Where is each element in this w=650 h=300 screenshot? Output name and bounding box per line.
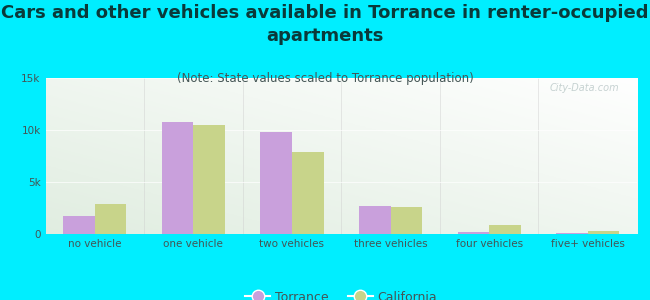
Text: (Note: State values scaled to Torrance population): (Note: State values scaled to Torrance p… [177, 72, 473, 85]
Bar [162, 122, 194, 234]
Text: Cars and other vehicles available in Torrance in renter-occupied
apartments: Cars and other vehicles available in Tor… [1, 4, 649, 45]
Bar [556, 233, 588, 234]
Bar [95, 204, 126, 234]
Bar [391, 207, 422, 234]
Text: City-Data.com: City-Data.com [550, 83, 619, 93]
Bar [63, 216, 95, 234]
Bar [458, 232, 489, 234]
Bar [292, 152, 324, 234]
Bar [359, 206, 391, 234]
Bar [261, 132, 292, 234]
Bar [489, 225, 521, 234]
Bar [588, 231, 619, 234]
Bar [194, 125, 225, 234]
Legend: Torrance, California: Torrance, California [240, 286, 442, 300]
